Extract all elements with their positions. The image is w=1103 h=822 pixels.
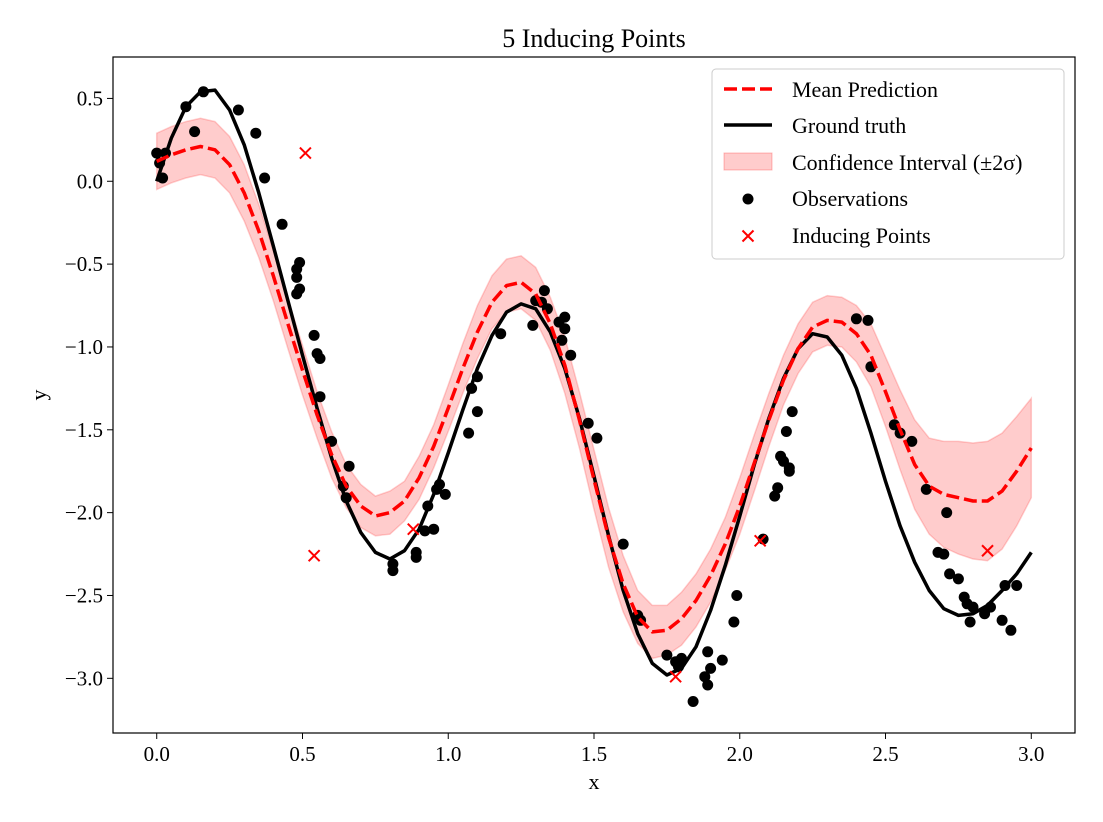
- inducing-point-marker: [981, 544, 994, 557]
- observation-point: [314, 391, 326, 403]
- legend-inducing-swatch: [741, 229, 755, 243]
- x-tick-label: 1.0: [435, 742, 461, 766]
- x-tick-label: 0.0: [144, 742, 170, 766]
- y-tick-label: 0.5: [77, 86, 103, 110]
- inducing-point-marker: [753, 534, 767, 548]
- observation-point: [944, 568, 956, 580]
- inducing-point-marker: [307, 549, 321, 562]
- observation-point: [582, 417, 594, 429]
- chart-title: 5 Inducing Points: [502, 24, 685, 53]
- x-tick-label: 2.5: [872, 742, 898, 766]
- observation-point: [786, 406, 798, 418]
- observation-point: [716, 654, 728, 666]
- x-tick-label: 0.5: [289, 742, 315, 766]
- observation-point: [964, 616, 976, 628]
- y-tick-label: 0.0: [77, 169, 103, 193]
- confidence-band: [155, 117, 1033, 660]
- legend-observations-label: Observations: [792, 186, 908, 211]
- observation-point: [728, 616, 740, 628]
- observation-point: [699, 671, 711, 683]
- observation-point: [556, 334, 568, 346]
- observation-point: [559, 311, 571, 323]
- observation-point: [862, 314, 874, 326]
- observation-point: [538, 285, 550, 297]
- observation-point: [471, 406, 483, 418]
- observation-point: [559, 323, 571, 335]
- inducing-point-marker: [669, 670, 682, 683]
- observation-point: [783, 465, 795, 477]
- observation-point: [676, 652, 687, 664]
- plot-area: [151, 86, 1033, 707]
- observation-point: [343, 460, 355, 472]
- observation-point: [232, 104, 244, 116]
- observation-point: [495, 328, 507, 340]
- observation-point: [705, 662, 717, 674]
- observation-point: [967, 601, 979, 613]
- y-tick-label: −1.0: [65, 335, 103, 359]
- observation-point: [617, 538, 629, 550]
- legend-ground-truth-label: Ground truth: [792, 113, 906, 138]
- y-tick-label: −2.5: [65, 583, 103, 607]
- observation-point: [527, 319, 539, 331]
- observation-point: [294, 283, 306, 295]
- observation-point: [428, 523, 440, 535]
- observation-point: [291, 271, 303, 283]
- observation-point: [151, 147, 163, 159]
- observation-point: [410, 546, 422, 558]
- observation-point: [687, 696, 699, 707]
- observation-point: [952, 573, 964, 585]
- legend: Mean Prediction Ground truth Confidence …: [711, 68, 1065, 260]
- observation-point: [661, 649, 673, 661]
- legend-box: [711, 68, 1065, 260]
- observation-point: [769, 490, 781, 502]
- y-tick-label: −0.5: [65, 252, 103, 276]
- y-tick-label: −2.0: [65, 501, 103, 525]
- inducing-point-marker: [407, 522, 420, 536]
- observation-point: [702, 646, 714, 658]
- observation-point: [314, 353, 326, 364]
- observation-point: [888, 419, 900, 431]
- observation-point: [387, 565, 399, 577]
- y-tick-label: −3.0: [65, 666, 103, 690]
- observation-point: [439, 488, 451, 500]
- legend-confidence-swatch: [723, 152, 773, 171]
- x-axis-label: x: [589, 769, 600, 794]
- observation-point: [565, 349, 577, 361]
- observation-point: [294, 257, 306, 268]
- y-axis-label: y: [26, 390, 51, 401]
- x-tick-label: 3.0: [1018, 742, 1044, 766]
- x-tick-label: 2.0: [727, 742, 753, 766]
- observation-point: [731, 590, 743, 601]
- observation-point: [772, 482, 784, 494]
- observation-point: [259, 172, 271, 184]
- axis-ticks: 0.0 0.5 1.0 1.5 2.0 2.5 3.0 0.5 0.0 −0.5 −1.0 −1.5 −…: [65, 86, 1044, 766]
- observation-point: [463, 427, 475, 439]
- observation-point: [702, 679, 714, 691]
- legend-mean-label: Mean Prediction: [792, 77, 938, 102]
- observation-point: [780, 426, 792, 437]
- x-tick-label: 1.5: [581, 742, 607, 766]
- inducing-point-marker: [299, 146, 312, 160]
- observation-point: [941, 507, 953, 519]
- legend-observations-swatch: [742, 193, 754, 205]
- observation-point: [419, 525, 431, 537]
- observation-point: [189, 126, 201, 138]
- observation-point: [996, 614, 1008, 626]
- observation-point: [850, 313, 862, 325]
- observation-point: [906, 435, 918, 447]
- observation-point: [276, 218, 288, 230]
- observation-point: [250, 127, 262, 139]
- observation-point: [938, 548, 950, 560]
- mean-prediction-line: [155, 144, 1033, 634]
- observation-point: [1005, 624, 1017, 636]
- observation-point: [920, 483, 932, 495]
- legend-confidence-label: Confidence Interval (±2σ): [792, 150, 1022, 175]
- legend-inducing-label: Inducing Points: [792, 223, 931, 248]
- observation-point: [591, 432, 603, 444]
- observation-point: [1011, 580, 1023, 591]
- observation-point: [308, 329, 320, 341]
- y-tick-label: −1.5: [65, 418, 103, 442]
